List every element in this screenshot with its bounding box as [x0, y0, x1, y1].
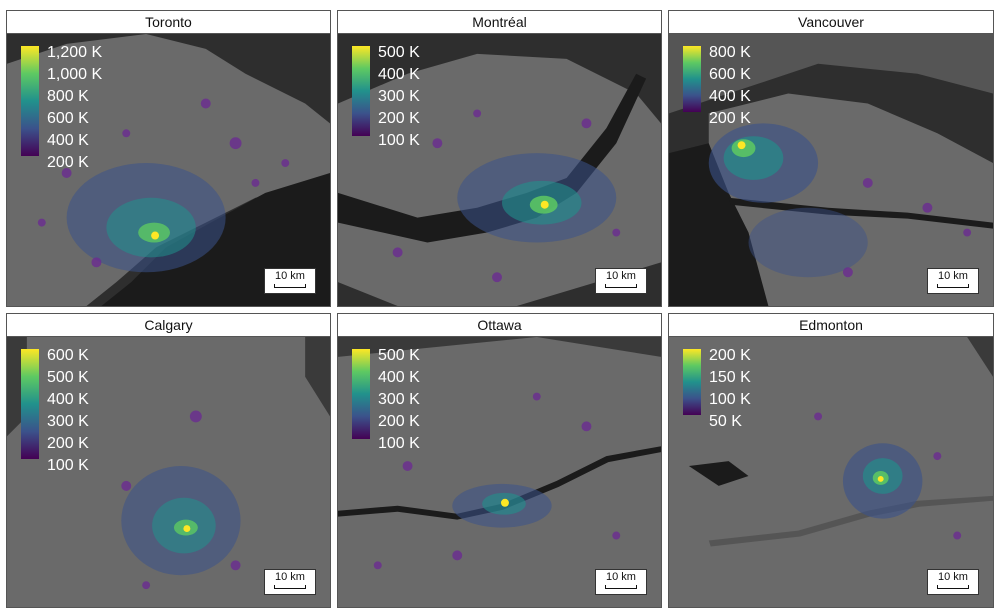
- legend-label: 200 K: [47, 154, 89, 171]
- scale-bar-label: 10 km: [938, 270, 968, 282]
- colorbar: [683, 46, 701, 112]
- legend-label: 100 K: [378, 435, 420, 452]
- map-panel-montreal: Montréal 500 K 400 K 300 K 200 K 100 K 1…: [337, 10, 662, 307]
- map-area: 600 K 500 K 400 K 300 K 200 K 100 K 10 k…: [7, 337, 330, 607]
- map-area: 200 K 150 K 100 K 50 K 10 km: [669, 337, 993, 607]
- scale-bar: 10 km: [264, 569, 316, 595]
- legend-label: 100 K: [709, 391, 751, 408]
- legend-label: 400 K: [47, 391, 89, 408]
- legend-label: 100 K: [47, 457, 89, 474]
- map-panel-edmonton: Edmonton 200 K 150 K 100 K 50 K 10 km: [668, 313, 994, 608]
- vancouver-map: [669, 34, 993, 306]
- legend-label: 300 K: [378, 391, 420, 408]
- legend-label: 1,000 K: [47, 66, 103, 83]
- scale-bar: 10 km: [595, 569, 647, 595]
- scale-bar-label: 10 km: [275, 270, 305, 282]
- legend-label: 200 K: [378, 110, 420, 127]
- panel-title: Toronto: [7, 11, 330, 34]
- map-area: 1,200 K 1,000 K 800 K 600 K 400 K 200 K …: [7, 34, 330, 306]
- scale-bar-label: 10 km: [606, 270, 636, 282]
- legend-label: 800 K: [47, 88, 89, 105]
- scale-bar: 10 km: [264, 268, 316, 294]
- panel-title: Vancouver: [669, 11, 993, 34]
- legend-label: 800 K: [709, 44, 751, 61]
- legend-label: 300 K: [47, 413, 89, 430]
- map-panel-toronto: Toronto 1,200 K 1,000 K 800 K 600 K 400 …: [6, 10, 331, 307]
- legend-label: 200 K: [47, 435, 89, 452]
- scale-bar-line: [605, 284, 637, 288]
- legend-label: 1,200 K: [47, 44, 103, 61]
- scale-bar-line: [937, 585, 969, 589]
- legend-label: 400 K: [709, 88, 751, 105]
- legend-label: 500 K: [378, 347, 420, 364]
- legend-label: 150 K: [709, 369, 751, 386]
- panel-title: Edmonton: [669, 314, 993, 337]
- scale-bar-label: 10 km: [606, 571, 636, 583]
- calgary-map: [7, 337, 330, 607]
- panel-title: Calgary: [7, 314, 330, 337]
- scale-bar: 10 km: [927, 569, 979, 595]
- scale-bar-label: 10 km: [275, 571, 305, 583]
- colorbar: [352, 46, 370, 136]
- legend-label: 400 K: [378, 369, 420, 386]
- panel-title: Ottawa: [338, 314, 661, 337]
- legend-label: 500 K: [47, 369, 89, 386]
- legend-label: 50 K: [709, 413, 742, 430]
- legend-label: 500 K: [378, 44, 420, 61]
- scale-bar-label: 10 km: [938, 571, 968, 583]
- scale-bar-line: [937, 284, 969, 288]
- panel-title: Montréal: [338, 11, 661, 34]
- legend-label: 400 K: [378, 66, 420, 83]
- legend-label: 300 K: [378, 88, 420, 105]
- scale-bar-line: [274, 585, 306, 589]
- legend-label: 100 K: [378, 132, 420, 149]
- map-panel-vancouver: Vancouver 800 K 600 K 400 K 200 K: [668, 10, 994, 307]
- edmonton-map: [669, 337, 993, 607]
- legend-label: 600 K: [47, 347, 89, 364]
- scale-bar: 10 km: [927, 268, 979, 294]
- colorbar: [21, 349, 39, 459]
- colorbar: [21, 46, 39, 156]
- colorbar: [352, 349, 370, 439]
- colorbar: [683, 349, 701, 415]
- montreal-map: [338, 34, 661, 306]
- legend-label: 200 K: [709, 347, 751, 364]
- map-area: 500 K 400 K 300 K 200 K 100 K 10 km: [338, 337, 661, 607]
- map-panel-ottawa: Ottawa 500 K 400 K 300 K 200 K 100 K 10 …: [337, 313, 662, 608]
- legend-label: 200 K: [378, 413, 420, 430]
- legend-label: 600 K: [709, 66, 751, 83]
- scale-bar-line: [274, 284, 306, 288]
- map-panel-calgary: Calgary 600 K 500 K 400 K 300 K 200 K 10…: [6, 313, 331, 608]
- map-area: 800 K 600 K 400 K 200 K 10 km: [669, 34, 993, 306]
- legend-label: 200 K: [709, 110, 751, 127]
- scale-bar-line: [605, 585, 637, 589]
- legend-label: 400 K: [47, 132, 89, 149]
- map-area: 500 K 400 K 300 K 200 K 100 K 10 km: [338, 34, 661, 306]
- ottawa-map: [338, 337, 661, 607]
- scale-bar: 10 km: [595, 268, 647, 294]
- legend-label: 600 K: [47, 110, 89, 127]
